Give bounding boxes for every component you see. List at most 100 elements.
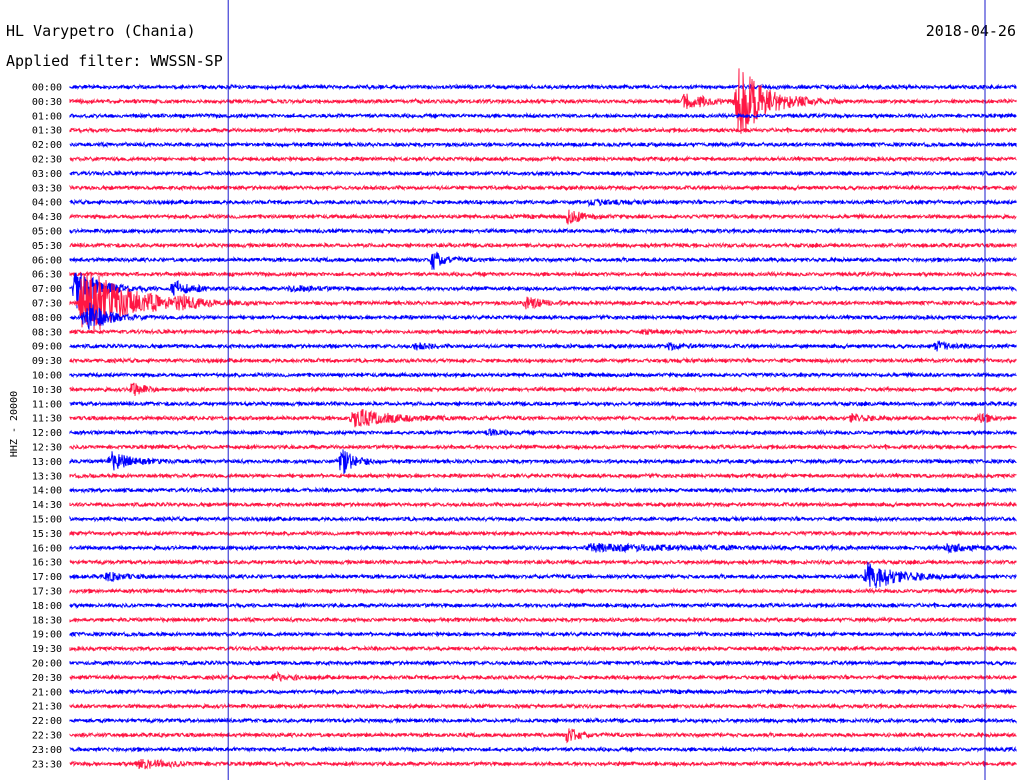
seismic-trace — [69, 670, 1017, 682]
seismic-trace — [69, 616, 1017, 624]
seismic-trace — [69, 184, 1017, 192]
seismic-trace — [69, 270, 1017, 278]
time-label: 15:00 — [32, 515, 62, 526]
seismic-trace — [69, 500, 1017, 509]
time-label: 21:30 — [32, 702, 62, 713]
seismic-trace — [69, 356, 1017, 365]
time-label: 17:00 — [32, 572, 62, 583]
time-label: 11:00 — [32, 399, 62, 410]
seismic-trace — [69, 471, 1017, 480]
seismic-trace — [69, 630, 1017, 638]
time-label: 20:00 — [32, 659, 62, 670]
seismic-trace — [69, 382, 1017, 397]
seismic-trace — [69, 449, 1017, 475]
time-label: 14:00 — [32, 486, 62, 497]
applied-filter: Applied filter: WWSSN-SP — [6, 52, 223, 70]
seismic-trace — [69, 745, 1017, 754]
time-label: 08:00 — [32, 313, 62, 324]
channel-label: HHZ - 20000 — [9, 391, 20, 457]
time-label: 09:30 — [32, 356, 62, 367]
seismic-trace — [69, 443, 1017, 451]
seismic-trace — [69, 111, 1017, 120]
seismic-trace — [69, 758, 1017, 770]
time-label: 03:00 — [32, 169, 62, 180]
time-label: 19:00 — [32, 630, 62, 641]
seismic-trace — [69, 227, 1017, 235]
time-label: 05:00 — [32, 227, 62, 238]
time-label: 09:00 — [32, 342, 62, 353]
seismic-trace — [69, 155, 1017, 163]
seismic-trace — [69, 340, 1017, 352]
seismic-trace — [69, 644, 1017, 653]
trace-group — [69, 68, 1017, 770]
time-label-group: 00:00 00:30 01:00 01:30 02:00 02:30 03:00 03:30… — [32, 83, 62, 771]
seismic-trace — [69, 529, 1017, 538]
time-label: 22:00 — [32, 716, 62, 727]
seismic-trace — [69, 198, 1017, 208]
time-label: 11:30 — [32, 414, 62, 425]
seismic-trace — [69, 561, 1017, 589]
time-label: 22:30 — [32, 731, 62, 742]
time-label: 18:30 — [32, 615, 62, 626]
time-label: 03:30 — [32, 183, 62, 194]
seismic-trace — [69, 251, 1017, 270]
seismic-trace — [69, 400, 1017, 408]
time-label: 07:00 — [32, 284, 62, 295]
time-label: 12:30 — [32, 443, 62, 454]
seismic-trace — [69, 587, 1017, 595]
time-label: 04:00 — [32, 198, 62, 209]
seismic-trace — [69, 601, 1017, 609]
time-label: 23:30 — [32, 759, 62, 770]
seismic-trace — [69, 486, 1017, 494]
time-label: 10:30 — [32, 385, 62, 396]
time-label: 15:30 — [32, 529, 62, 540]
time-label: 19:30 — [32, 644, 62, 655]
time-label: 00:30 — [32, 97, 62, 108]
seismic-trace — [69, 558, 1017, 566]
seismic-trace — [69, 241, 1017, 250]
time-label: 02:30 — [32, 155, 62, 166]
seismic-trace — [69, 83, 1017, 91]
time-label: 13:30 — [32, 471, 62, 482]
seismic-trace — [69, 659, 1017, 667]
seismic-trace — [69, 428, 1017, 437]
time-label: 00:00 — [32, 83, 62, 94]
time-label: 12:00 — [32, 428, 62, 439]
time-label: 01:00 — [32, 111, 62, 122]
seismic-trace — [69, 68, 1017, 134]
seismic-trace — [69, 272, 1017, 309]
plot-date: 2018-04-26 — [926, 22, 1016, 40]
time-label: 17:30 — [32, 587, 62, 598]
time-label: 23:00 — [32, 745, 62, 756]
time-label: 20:30 — [32, 673, 62, 684]
seismic-trace — [69, 328, 1017, 336]
time-label: 18:00 — [32, 601, 62, 612]
time-label: 14:30 — [32, 500, 62, 511]
seismic-trace — [69, 542, 1017, 554]
seismic-trace — [69, 209, 1017, 225]
seismic-trace — [69, 141, 1017, 149]
seismic-trace — [69, 169, 1017, 177]
seismic-trace — [69, 702, 1017, 710]
marker-group — [227, 0, 986, 780]
seismic-trace — [69, 371, 1017, 379]
time-label: 16:00 — [32, 543, 62, 554]
seismic-trace — [69, 688, 1017, 696]
seismic-trace — [69, 126, 1017, 134]
seismic-trace — [69, 728, 1017, 744]
seismic-trace — [69, 716, 1017, 725]
seismic-trace — [69, 515, 1017, 523]
time-label: 10:00 — [32, 371, 62, 382]
station-title: HL Varypetro (Chania) — [6, 22, 196, 40]
time-label: 16:30 — [32, 558, 62, 569]
time-label: 02:00 — [32, 140, 62, 151]
time-label: 07:30 — [32, 299, 62, 310]
time-label: 01:30 — [32, 126, 62, 137]
time-label: 06:30 — [32, 270, 62, 281]
seismic-trace — [69, 271, 1017, 332]
time-label: 13:00 — [32, 457, 62, 468]
seismic-trace — [69, 302, 1017, 330]
time-label: 04:30 — [32, 212, 62, 223]
seismic-trace — [69, 409, 1017, 428]
time-label: 08:30 — [32, 327, 62, 338]
